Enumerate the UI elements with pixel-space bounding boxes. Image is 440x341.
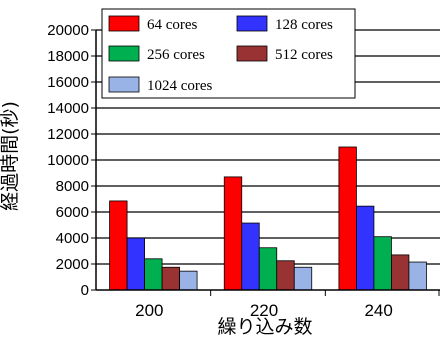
- y-tick-label: 2000: [56, 256, 89, 273]
- legend-box: [101, 8, 356, 99]
- bar-64-cores-220: [223, 176, 243, 291]
- y-tick-label: 12000: [47, 126, 89, 143]
- legend-label: 512 cores: [275, 47, 333, 63]
- bar-1024-cores-220: [293, 266, 313, 291]
- bar-512-cores-200: [161, 266, 180, 291]
- y-tick-label: 16000: [47, 74, 89, 91]
- bar-1024-cores-200: [179, 270, 198, 291]
- bar-256-cores-240: [373, 236, 392, 291]
- bar-64-cores-200: [109, 200, 128, 291]
- legend-swatch: [108, 45, 140, 62]
- bar-1024-cores-240: [408, 261, 427, 291]
- y-tick-label: 0: [81, 282, 89, 299]
- legend-label: 256 cores: [147, 47, 205, 63]
- legend-swatch: [108, 15, 140, 32]
- x-axis-title: 繰り込み数: [217, 316, 312, 338]
- legend-swatch: [236, 45, 268, 62]
- bars: [109, 146, 427, 291]
- bar-512-cores-240: [391, 254, 410, 291]
- axes: [95, 30, 440, 296]
- bar-256-cores-220: [258, 247, 278, 291]
- legend-label: 1024 cores: [147, 78, 213, 94]
- legend-label: 128 cores: [275, 17, 333, 33]
- y-tick-label: 20000: [47, 22, 89, 39]
- bar-64-cores-240: [338, 146, 357, 291]
- y-tick-label: 14000: [47, 100, 89, 117]
- y-tick-labels: 0 2000 4000 6000 8000 10000 12000 14000 16000 180…: [47, 22, 89, 299]
- bar-256-cores-200: [144, 258, 163, 291]
- legend-label: 64 cores: [147, 17, 198, 33]
- y-tick-label: 4000: [56, 230, 89, 247]
- y-tick-label: 10000: [47, 152, 89, 169]
- legend: 64 cores 128 cores 256 cores 512 cores 1024 …: [101, 8, 356, 99]
- x-tick-labels: 200 220 240: [135, 301, 393, 320]
- bar-128-cores-220: [241, 222, 260, 291]
- x-tick-label: 200: [135, 301, 163, 320]
- bar-128-cores-240: [356, 205, 375, 291]
- legend-swatch: [236, 15, 268, 32]
- bar-128-cores-200: [126, 237, 145, 291]
- y-axis-title: 経過時間(秒): [0, 101, 21, 211]
- y-tick-label: 8000: [56, 178, 89, 195]
- x-tick-label: 220: [250, 301, 278, 320]
- y-tick-label: 6000: [56, 204, 89, 221]
- y-tick-label: 18000: [47, 48, 89, 65]
- legend-swatch: [108, 76, 140, 93]
- bar-512-cores-220: [276, 260, 295, 291]
- x-tick-label: 240: [364, 301, 392, 320]
